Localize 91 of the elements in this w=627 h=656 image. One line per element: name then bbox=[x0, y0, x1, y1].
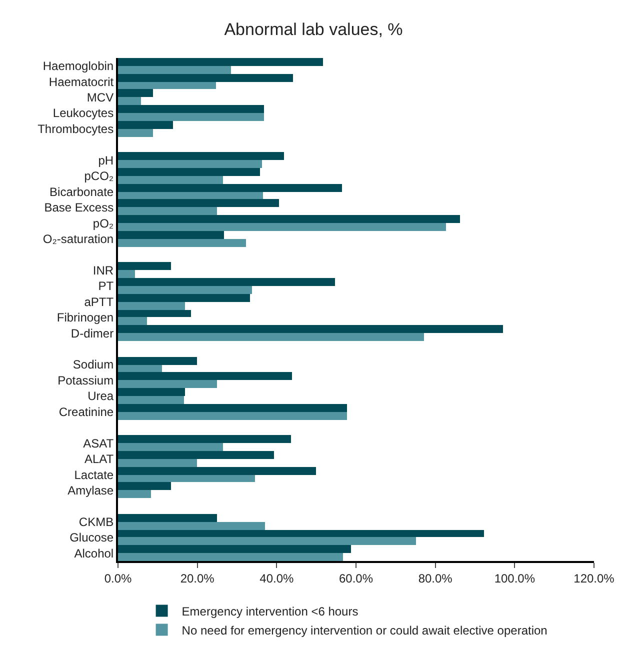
legend-label: No need for emergency intervention or could await elective operation bbox=[182, 623, 548, 638]
bar bbox=[118, 121, 173, 129]
y-tick-label: Thrombocytes bbox=[38, 122, 114, 136]
bar bbox=[118, 231, 224, 239]
bar bbox=[118, 482, 171, 490]
bar bbox=[118, 310, 191, 317]
y-tick-label: D-dimer bbox=[70, 326, 114, 340]
y-tick-label: pO₂ bbox=[92, 216, 114, 230]
bar bbox=[118, 152, 284, 160]
y-tick-label: O₂-saturation bbox=[42, 232, 114, 246]
x-tick-label: 0.0% bbox=[104, 571, 132, 586]
bar bbox=[118, 278, 335, 286]
bar bbox=[118, 97, 141, 105]
bar bbox=[118, 357, 197, 365]
bar bbox=[118, 184, 342, 192]
y-tick-label: ASAT bbox=[83, 436, 114, 450]
bar bbox=[118, 404, 347, 412]
bar bbox=[118, 475, 255, 482]
bar bbox=[118, 388, 185, 396]
bar bbox=[118, 129, 153, 137]
bar bbox=[118, 545, 351, 553]
bar bbox=[118, 467, 316, 475]
bar bbox=[118, 302, 185, 310]
bar bbox=[118, 160, 262, 168]
bar bbox=[118, 443, 223, 451]
bar bbox=[118, 380, 217, 388]
y-tick-label: PT bbox=[98, 279, 114, 294]
bar bbox=[118, 207, 217, 215]
y-tick-label: Urea bbox=[88, 389, 114, 404]
bar bbox=[118, 553, 343, 561]
bar bbox=[118, 333, 424, 341]
y-tick-label: Creatinine bbox=[58, 404, 114, 419]
y-tick-label: Bicarbonate bbox=[50, 184, 114, 199]
bar bbox=[118, 176, 223, 184]
x-tick-label: 40.0% bbox=[260, 571, 294, 586]
y-tick-label: ALAT bbox=[84, 452, 114, 466]
bar bbox=[118, 74, 293, 82]
bar bbox=[118, 199, 279, 207]
bar bbox=[118, 294, 250, 302]
bar bbox=[118, 270, 135, 278]
y-tick-label: Glucose bbox=[70, 530, 114, 545]
y-tick-label: aPTT bbox=[84, 294, 114, 309]
bar bbox=[118, 530, 484, 537]
y-tick-label: Fibrinogen bbox=[56, 310, 114, 325]
bar bbox=[118, 396, 184, 404]
legend-label: Emergency intervention <6 hours bbox=[182, 604, 358, 618]
y-tick-label: Base Excess bbox=[44, 200, 114, 215]
bar bbox=[118, 168, 260, 176]
bar bbox=[118, 192, 263, 199]
bar bbox=[118, 537, 416, 545]
y-tick-label: Alcohol bbox=[74, 546, 114, 560]
bar bbox=[118, 372, 292, 380]
bar bbox=[118, 490, 151, 498]
bar bbox=[118, 325, 503, 333]
bar bbox=[118, 286, 252, 294]
bar bbox=[118, 522, 265, 530]
bar bbox=[118, 89, 153, 97]
bar bbox=[118, 262, 171, 270]
bar bbox=[118, 58, 323, 66]
bar bbox=[118, 239, 246, 247]
y-tick-label: Leukocytes bbox=[52, 106, 114, 120]
chart-title: Abnormal lab values, % bbox=[224, 20, 403, 39]
y-tick-label: Amylase bbox=[68, 483, 114, 498]
x-tick-label: 100.0% bbox=[494, 571, 536, 586]
x-tick-label: 120.0% bbox=[574, 571, 615, 586]
bar bbox=[118, 105, 264, 113]
x-tick-label: 20.0% bbox=[180, 571, 215, 586]
x-tick-label: 60.0% bbox=[338, 571, 374, 586]
y-tick-label: CKMB bbox=[78, 514, 114, 529]
bar bbox=[118, 451, 274, 459]
bar bbox=[118, 113, 264, 121]
bar bbox=[118, 215, 460, 223]
bar bbox=[118, 317, 147, 325]
bar bbox=[118, 459, 197, 467]
y-tick-label: Potassium bbox=[58, 373, 114, 388]
bar bbox=[118, 435, 291, 443]
bar bbox=[118, 223, 446, 231]
y-tick-label: pH bbox=[98, 153, 114, 168]
y-tick-label: Sodium bbox=[72, 358, 114, 372]
y-tick-label: MCV bbox=[86, 90, 114, 104]
bar bbox=[118, 514, 217, 522]
x-tick-label: 80.0% bbox=[418, 571, 453, 586]
y-tick-label: INR bbox=[92, 263, 114, 278]
y-tick-label: Lactate bbox=[74, 468, 114, 482]
y-tick-label: pCO₂ bbox=[84, 169, 114, 184]
bar bbox=[118, 66, 231, 74]
y-tick-label: Haemoglobin bbox=[42, 59, 114, 74]
bar bbox=[118, 82, 216, 89]
bar bbox=[118, 412, 347, 420]
bar bbox=[118, 365, 162, 372]
y-tick-label: Haematocrit bbox=[48, 74, 114, 89]
